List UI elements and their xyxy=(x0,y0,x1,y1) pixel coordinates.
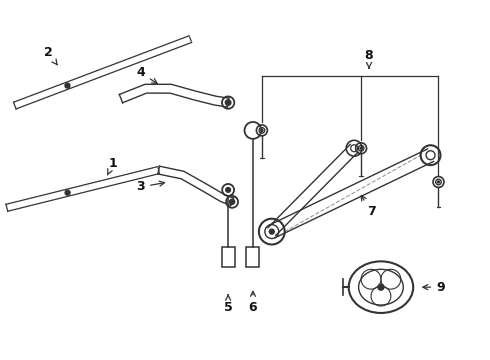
Circle shape xyxy=(65,190,70,195)
Circle shape xyxy=(229,199,235,204)
Text: 4: 4 xyxy=(136,66,157,84)
Text: 9: 9 xyxy=(423,281,445,294)
Text: 2: 2 xyxy=(44,46,57,65)
Circle shape xyxy=(438,181,440,183)
Circle shape xyxy=(360,147,362,149)
Text: 7: 7 xyxy=(361,195,375,218)
Circle shape xyxy=(65,83,70,88)
Circle shape xyxy=(226,188,230,192)
Text: 8: 8 xyxy=(365,49,373,68)
Circle shape xyxy=(378,284,384,290)
Text: 1: 1 xyxy=(107,157,118,175)
Circle shape xyxy=(270,229,274,234)
Text: 5: 5 xyxy=(224,295,233,314)
Circle shape xyxy=(261,129,263,131)
Circle shape xyxy=(225,100,231,105)
Text: 6: 6 xyxy=(248,291,257,314)
Text: 3: 3 xyxy=(137,180,165,193)
